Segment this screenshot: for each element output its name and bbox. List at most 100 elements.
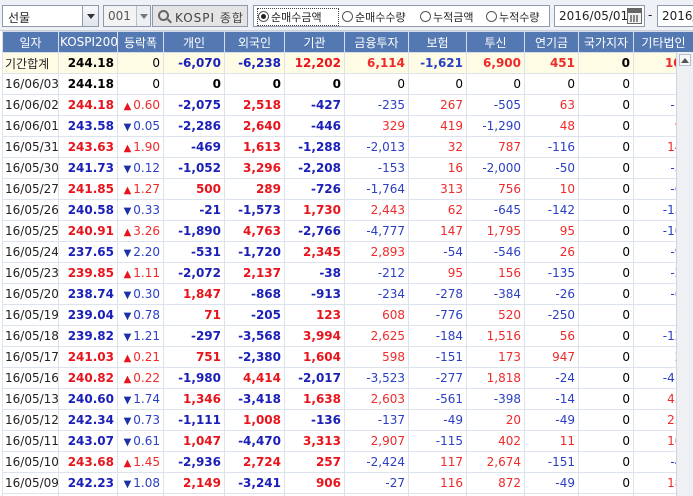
column-header[interactable]: 금융투자 bbox=[344, 31, 409, 53]
cell-change: ▼ 0.12 bbox=[117, 157, 164, 179]
cell-date: 16/05/17 bbox=[2, 346, 59, 368]
column-header[interactable]: 일자 bbox=[2, 31, 59, 53]
table-row[interactable]: 16/05/23 239.85 ▲ 1.11 -2,072 2,137 -38 -212 95 1… bbox=[2, 262, 693, 284]
cell-inst: 906 bbox=[284, 472, 345, 494]
cell-indiv: -531 bbox=[163, 241, 225, 263]
table-row[interactable]: 16/05/09 242.23 ▼ 1.08 2,149 -3,241 906 -27 116 8… bbox=[2, 472, 693, 494]
table-row[interactable]: 16/05/12 242.34 ▼ 0.73 -1,111 1,008 -136 -137 -4… bbox=[2, 409, 693, 431]
cell-ins: -277 bbox=[408, 367, 467, 389]
calendar-icon[interactable] bbox=[627, 8, 642, 24]
cell-change: ▲ 1.45 bbox=[117, 451, 164, 473]
table-row[interactable]: 16/05/17 241.03 ▲ 0.21 751 -2,380 1,604 598 -151… bbox=[2, 346, 693, 368]
table-row[interactable]: 16/05/16 240.82 ▲ 0.22 -1,980 4,414 -2,017 -3,5… bbox=[2, 367, 693, 389]
column-header[interactable]: 보험 bbox=[408, 31, 467, 53]
code-select[interactable]: 001 bbox=[103, 5, 151, 27]
cell-date: 16/05/24 bbox=[2, 241, 59, 263]
cell-change: ▼ 0.61 bbox=[117, 430, 164, 452]
cell-kospi200: 242.34 bbox=[58, 409, 118, 431]
cell-kospi200: 244.18 bbox=[58, 52, 118, 74]
table-row[interactable]: 16/05/20 238.74 ▼ 0.30 1,847 -868 -913 -234 -278… bbox=[2, 283, 693, 305]
table-row-total[interactable]: 기간합계 244.18 0 -6,070 -6,238 12,202 6,114 -1,621… bbox=[2, 52, 693, 74]
cell-fin: -153 bbox=[344, 157, 409, 179]
start-date-field[interactable]: 2016/05/01 bbox=[554, 5, 645, 27]
date-separator: - bbox=[648, 8, 653, 22]
table-row[interactable]: 16/05/19 239.04 ▼ 0.78 71 -205 123 608 -776 520 -2… bbox=[2, 304, 693, 326]
cell-foreign: -1,720 bbox=[224, 241, 285, 263]
cell-indiv: 1,847 bbox=[163, 283, 225, 305]
table-row[interactable]: 16/06/01 243.58 ▼ 0.05 -2,286 2,640 -446 329 419… bbox=[2, 115, 693, 137]
end-date-field[interactable]: 2016/ bbox=[657, 5, 693, 27]
down-triangle-icon: ▼ bbox=[123, 122, 132, 133]
cell-inst: -136 bbox=[284, 409, 345, 431]
radio-net-buy-amount[interactable]: 순매수금액 bbox=[257, 8, 339, 26]
cell-trust: -645 bbox=[466, 199, 525, 221]
market-select-value: 선물 bbox=[8, 11, 31, 25]
cell-inst: -427 bbox=[284, 94, 345, 116]
cell-inst: -2,208 bbox=[284, 157, 345, 179]
column-header[interactable]: 기타법인 bbox=[633, 31, 693, 53]
scroll-up-arrow-icon[interactable] bbox=[679, 54, 691, 66]
cell-foreign: 4,763 bbox=[224, 220, 285, 242]
table-row[interactable]: 16/05/13 240.60 ▼ 1.74 1,346 -3,418 1,638 2,603… bbox=[2, 388, 693, 410]
column-header[interactable]: 개인 bbox=[163, 31, 225, 53]
table-row[interactable]: 16/05/27 241.85 ▲ 1.27 500 289 -726 -1,764 313 75… bbox=[2, 178, 693, 200]
cell-inst: -1,288 bbox=[284, 136, 345, 158]
cell-change: ▲ 3.26 bbox=[117, 220, 164, 242]
table-row[interactable]: 16/05/11 243.07 ▼ 0.61 1,047 -4,470 3,313 2,907… bbox=[2, 430, 693, 452]
index-name-field[interactable]: KOSPI 종합 bbox=[152, 5, 248, 27]
table-row[interactable]: 16/05/18 239.82 ▼ 1.21 -297 -3,568 3,994 2,625-… bbox=[2, 325, 693, 347]
cell-gov: 0 bbox=[578, 409, 634, 431]
column-header[interactable]: 투신 bbox=[466, 31, 525, 53]
cell-pension: 95 bbox=[524, 220, 579, 242]
cell-foreign: -4,470 bbox=[224, 430, 285, 452]
table-row[interactable]: 16/05/25 240.91 ▲ 3.26 -1,890 4,763 -2,766 -4,7… bbox=[2, 220, 693, 242]
chevron-down-icon[interactable] bbox=[82, 6, 98, 26]
cell-pension: -50 bbox=[524, 157, 579, 179]
cell-gov: 0 bbox=[578, 346, 634, 368]
column-header[interactable]: KOSPI200 bbox=[58, 31, 118, 53]
column-header[interactable]: 등락폭 bbox=[117, 31, 164, 53]
cell-pension: 63 bbox=[524, 94, 579, 116]
table-row[interactable]: 16/05/30 241.73 ▼ 0.12 -1,052 3,296 -2,208 -153… bbox=[2, 157, 693, 179]
cell-change: ▲ 0.22 bbox=[117, 367, 164, 389]
cell-gov: 0 bbox=[578, 472, 634, 494]
change-value: 0.21 bbox=[133, 350, 160, 364]
vertical-scrollbar[interactable] bbox=[676, 52, 693, 496]
cell-change: ▲ 0.21 bbox=[117, 346, 164, 368]
market-select[interactable]: 선물 bbox=[2, 5, 99, 27]
cell-inst: 1,730 bbox=[284, 199, 345, 221]
cell-gov: 0 bbox=[578, 136, 634, 158]
cell-foreign: 1,008 bbox=[224, 409, 285, 431]
column-header[interactable]: 외국인 bbox=[224, 31, 285, 53]
radio-net-buy-quantity[interactable]: 순매수수량 bbox=[342, 9, 420, 25]
end-date: 2016/ bbox=[662, 9, 693, 23]
column-header[interactable]: 연기금 bbox=[524, 31, 579, 53]
table-row[interactable]: 16/05/10 243.68 ▲ 1.45 -2,936 2,724 257 -2,424 1… bbox=[2, 451, 693, 473]
search-icon[interactable] bbox=[158, 10, 169, 21]
radio-cumulative-quantity[interactable]: 누적수량 bbox=[486, 9, 550, 25]
cell-kospi200: 243.07 bbox=[58, 430, 118, 452]
cell-change: ▼ 2.20 bbox=[117, 241, 164, 263]
column-header[interactable]: 국가지자 bbox=[578, 31, 634, 53]
table-row[interactable]: 16/05/24 237.65 ▼ 2.20 -531 -1,720 2,345 2,893-… bbox=[2, 241, 693, 263]
table-row[interactable]: 16/06/02 244.18 ▲ 0.60 -2,075 2,518 -427 -235 26… bbox=[2, 94, 693, 116]
cell-kospi200: 243.68 bbox=[58, 451, 118, 473]
change-value: 3.26 bbox=[133, 224, 160, 238]
cell-ins: 313 bbox=[408, 178, 467, 200]
cell-gov: 0 bbox=[578, 115, 634, 137]
cell-fin: 2,443 bbox=[344, 199, 409, 221]
table-row[interactable]: 16/05/31 243.63 ▲ 1.90 -469 1,613 -1,288 -2,013… bbox=[2, 136, 693, 158]
cell-indiv: 2,149 bbox=[163, 472, 225, 494]
cell-date: 16/05/13 bbox=[2, 388, 59, 410]
table-row[interactable]: 16/05/04243.31▼0.981,140-5,5934,3794,112… bbox=[2, 493, 693, 496]
cell-inst: 257 bbox=[284, 451, 345, 473]
table-row[interactable]: 16/05/26 240.58 ▼ 0.33 -21 -1,573 1,730 2,443 62… bbox=[2, 199, 693, 221]
cell-kospi200: 240.60 bbox=[58, 388, 118, 410]
cell-ins: 0 bbox=[408, 73, 467, 95]
chevron-down-icon[interactable] bbox=[136, 6, 150, 26]
column-header[interactable]: 기관 bbox=[284, 31, 345, 53]
up-triangle-icon: ▲ bbox=[123, 269, 132, 280]
radio-cumulative-amount[interactable]: 누적금액 bbox=[420, 9, 486, 25]
cell-foreign: -3,241 bbox=[224, 472, 285, 494]
